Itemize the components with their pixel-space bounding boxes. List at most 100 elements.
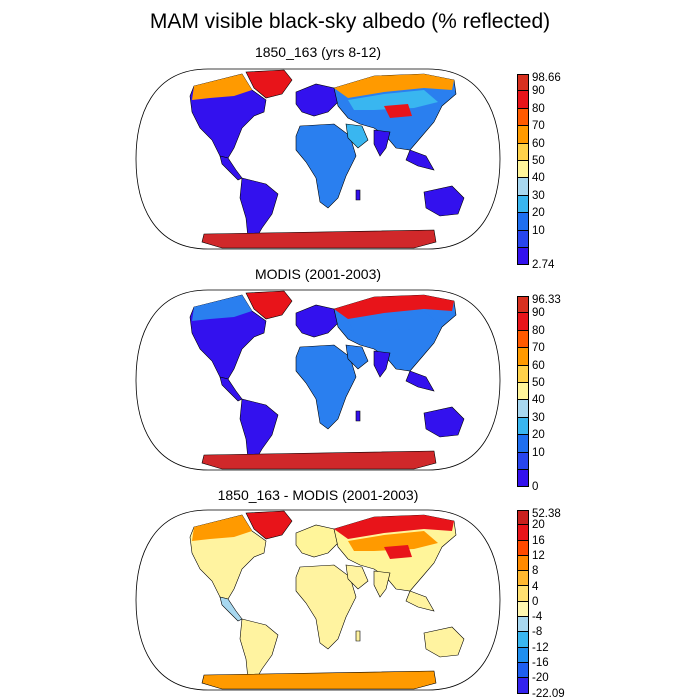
colorbar-tick-label: 30 [532,411,545,424]
colorbar-swatch [517,296,529,314]
colorbar-tick-label: 90 [532,307,545,320]
landmass-seAsia [405,590,435,612]
colorbar-tick-label: 10 [532,446,545,459]
panel-3-map [135,509,501,691]
colorbar-swatch [517,555,529,572]
colorbar-swatch [517,143,529,161]
colorbar-tick-label: -4 [532,611,543,624]
colorbar-tick-label: 20 [532,429,545,442]
panel-1-colorbar [517,74,529,266]
colorbar-swatch [517,400,529,418]
colorbar-tick-label: 60 [532,137,545,150]
landmass-seAsia [405,149,435,171]
band-eurasia-mid [348,531,438,551]
landmass-arabia [345,123,369,149]
colorbar-tick-label: 8 [532,565,539,578]
landmass-seAsia [405,370,435,392]
landmass-australia [423,626,465,658]
band-eurasia-mid [348,311,438,331]
colorbar-swatch [517,510,529,526]
colorbar-tick-label: 50 [532,155,545,167]
colorbar-swatch [517,525,529,541]
colorbar-tick-label: 4 [532,580,539,593]
panel-2-map [135,289,501,471]
landmass-antarctica [201,450,437,470]
colorbar-tick-label: 12 [532,549,545,562]
colorbar-swatch [517,213,529,231]
landmass-arabia [345,344,369,370]
colorbar-swatch [517,230,529,248]
colorbar-tick-label: 80 [532,102,545,115]
colorbar-swatch [517,108,529,127]
map-border [135,289,501,471]
landmass-australia [423,185,465,217]
colorbar-tick-label: -12 [532,641,549,654]
colorbar-swatch [517,571,529,587]
panel-3-colorbar [517,510,529,694]
colorbar-swatch [517,382,529,401]
map-border [135,68,501,250]
band-namerica-north [192,515,252,541]
colorbar-tick-label: -22.09 [532,687,565,700]
panel-1-title: 1850_163 (yrs 8-12) [254,44,382,60]
map-land [189,290,465,470]
colorbar-swatch [517,417,529,436]
colorbar-swatch [517,632,529,648]
band-namerica-north [192,295,252,321]
landmass-greenland [245,510,293,540]
map-land [189,69,465,249]
landmass-australia [423,406,465,438]
colorbar-tick-label: 60 [532,359,545,372]
colorbar-tick-label: 40 [532,394,545,407]
band-eurasia-mid [348,90,438,110]
colorbar-tick-label: 96.33 [532,294,561,306]
colorbar-swatch [517,678,529,694]
landmass-india [373,350,391,378]
landmass-madagascar [355,630,361,642]
colorbar-swatch [517,435,529,453]
panel-2-colorbar [517,296,529,488]
band-eurasia-north [334,74,454,98]
band-tibet [384,545,412,559]
landmass-centralAmerica [219,376,243,402]
landmass-madagascar [355,189,361,201]
colorbar-tick-label: -16 [532,657,549,669]
panel-2-title: MODIS (2001-2003) [254,266,382,282]
colorbar-swatch [517,586,529,602]
landmass-antarctica [201,670,437,690]
landmass-centralAmerica [219,155,243,181]
band-tibet [384,104,412,118]
panel-1-map [135,68,501,250]
colorbar-tick-label: 52.38 [532,508,561,520]
band-namerica-north [192,74,252,100]
figure-title: MAM visible black-sky albedo (% reflecte… [149,10,551,33]
colorbar-tick-label: 98.66 [532,72,561,84]
colorbar-tick-label: 90 [532,85,545,98]
map-border [135,509,501,691]
colorbar-tick-label: 20 [532,519,545,532]
colorbar-swatch [517,330,529,349]
colorbar-tick-label: 0 [532,481,539,494]
colorbar-swatch [517,126,529,144]
colorbar-tick-label: 40 [532,172,545,185]
colorbar-tick-label: 50 [532,377,545,389]
band-eurasia-north [334,515,454,539]
colorbar-swatch [517,617,529,633]
landmass-greenland [245,69,293,99]
colorbar-swatch [517,160,529,179]
colorbar-swatch [517,365,529,383]
colorbar-tick-label: -20 [532,672,549,685]
colorbar-swatch [517,91,529,109]
colorbar-tick-label: 80 [532,324,545,337]
colorbar-tick-label: 0 [532,595,539,608]
landmass-india [373,570,391,598]
colorbar-swatch [517,452,529,470]
panel-3-title: 1850_163 - MODIS (2001-2003) [217,487,419,503]
colorbar-swatch [517,313,529,331]
colorbar-tick-label: 70 [532,342,545,355]
landmass-madagascar [355,410,361,422]
colorbar-swatch [517,647,529,663]
landmass-greenland [245,290,293,320]
band-eurasia-north [334,295,454,319]
colorbar-swatch [517,662,529,679]
